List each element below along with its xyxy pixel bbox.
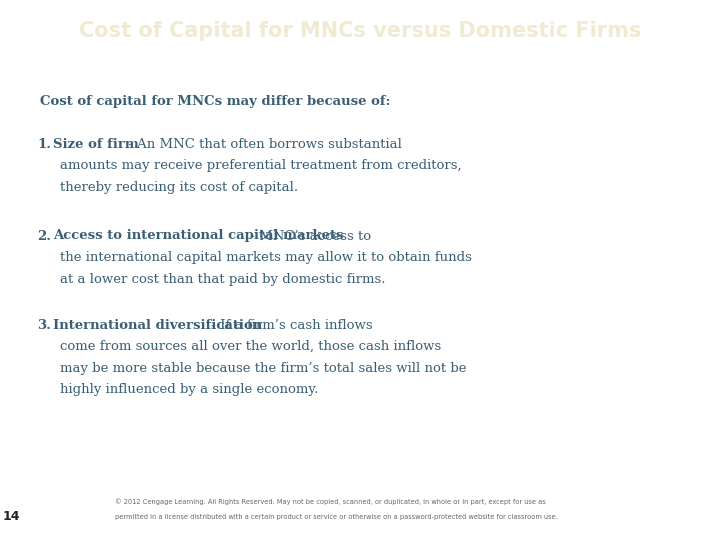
Text: 1.: 1. (37, 138, 51, 151)
Text: - An MNC that often borrows substantial: - An MNC that often borrows substantial (124, 138, 402, 151)
Text: © 2012 Cengage Learning. All Rights Reserved. May not be copied, scanned, or dup: © 2012 Cengage Learning. All Rights Rese… (115, 498, 546, 504)
Text: International diversification: International diversification (53, 319, 263, 332)
Text: at a lower cost than that paid by domestic firms.: at a lower cost than that paid by domest… (60, 273, 386, 286)
Text: the international capital markets may allow it to obtain funds: the international capital markets may al… (60, 251, 472, 264)
Text: 14: 14 (3, 510, 20, 523)
Text: highly influenced by a single economy.: highly influenced by a single economy. (60, 383, 319, 396)
Text: may be more stable because the firm’s total sales will not be: may be more stable because the firm’s to… (60, 362, 467, 375)
Text: permitted in a license distributed with a certain product or service or otherwis: permitted in a license distributed with … (115, 514, 558, 520)
Text: 2.: 2. (37, 230, 51, 242)
Text: - MNC’s access to: - MNC’s access to (246, 230, 372, 242)
Text: Access to international capital markets: Access to international capital markets (53, 230, 343, 242)
Text: Cost of capital for MNCs may differ because of:: Cost of capital for MNCs may differ beca… (40, 94, 390, 107)
Text: - If a firm’s cash inflows: - If a firm’s cash inflows (207, 319, 372, 332)
Text: Cost of Capital for MNCs versus Domestic Firms: Cost of Capital for MNCs versus Domestic… (78, 21, 642, 41)
Text: come from sources all over the world, those cash inflows: come from sources all over the world, th… (60, 340, 442, 353)
Text: Size of firm: Size of firm (53, 138, 139, 151)
Text: thereby reducing its cost of capital.: thereby reducing its cost of capital. (60, 181, 299, 194)
Text: 3.: 3. (37, 319, 51, 332)
Text: amounts may receive preferential treatment from creditors,: amounts may receive preferential treatme… (60, 159, 462, 172)
